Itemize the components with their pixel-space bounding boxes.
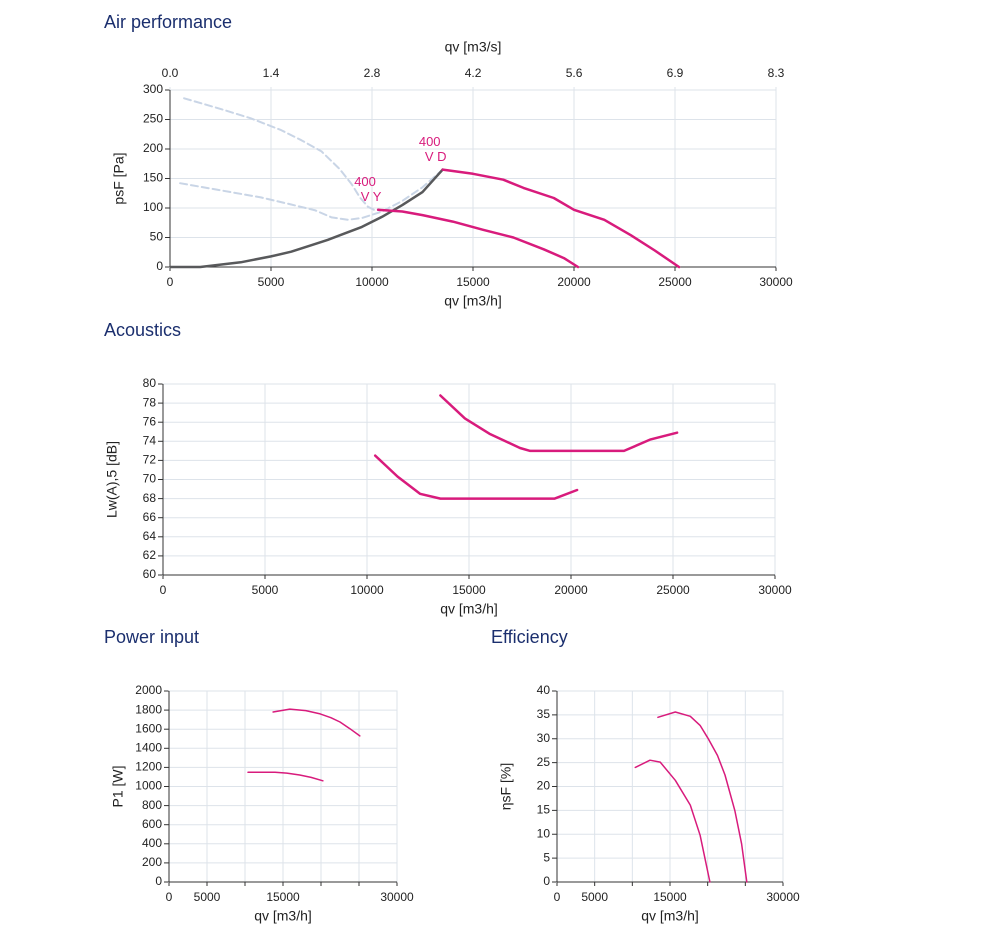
series-line [170,168,444,269]
series-label: V D [425,149,447,164]
y-tick-label: 25 [537,755,551,769]
y-tick-label: 600 [142,817,162,831]
series-line [373,454,579,500]
x-tick-label: 30000 [380,890,414,904]
y-tick-label: 1600 [135,721,162,735]
x-tick-label: 0 [554,890,561,904]
series-label: 400 [354,174,376,189]
series-line [179,168,444,221]
x-tick-label: 30000 [758,583,792,597]
x-tick-label: 5000 [581,890,608,904]
x2-axis-label: qv [m3/s] [445,39,502,55]
y-tick-label: 400 [142,836,162,850]
x-axis-label: qv [m3/h] [254,908,312,924]
y-tick-label: 1000 [135,779,162,793]
y-tick-label: 5 [543,850,550,864]
x-tick-label: 15000 [452,583,486,597]
y-tick-label: 0 [155,874,162,888]
series-line [272,708,361,737]
y-tick-label: 74 [143,433,157,447]
y-tick-label: 200 [142,855,162,869]
y-tick-label: 64 [143,529,157,543]
x-tick-label: 30000 [766,890,800,904]
x-axis-label: qv [m3/h] [440,601,498,617]
y-tick-label: 1200 [135,760,162,774]
x-tick-label: 5000 [252,583,279,597]
y-tick-label: 15 [537,803,551,817]
chart-title: Power input [104,627,199,647]
y-axis-label: P1 [W] [110,765,126,807]
y-tick-label: 200 [143,141,163,155]
chart-title: Acoustics [104,320,181,340]
x2-tick-label: 6.9 [667,66,684,80]
series-line [441,168,681,269]
x2-tick-label: 4.2 [465,66,482,80]
x-tick-label: 0 [167,275,174,289]
series-line [247,771,324,782]
y-tick-label: 30 [537,731,551,745]
y-tick-label: 76 [143,414,157,428]
x-tick-label: 0 [166,890,173,904]
y-tick-label: 20 [537,779,551,793]
series-line [376,208,580,269]
x-tick-label: 5000 [194,890,221,904]
series-line [183,97,377,212]
y-tick-label: 35 [537,707,551,721]
series-line [439,394,679,453]
x2-tick-label: 1.4 [263,66,280,80]
x-tick-label: 20000 [554,583,588,597]
series-line [634,759,711,883]
y-tick-label: 70 [143,472,157,486]
y-tick-label: 0 [156,259,163,273]
x-tick-label: 15000 [266,890,300,904]
x-tick-label: 0 [160,583,167,597]
y-tick-label: 1800 [135,702,162,716]
x-tick-label: 5000 [258,275,285,289]
y-tick-label: 50 [150,230,164,244]
y-tick-label: 800 [142,798,162,812]
y-tick-label: 100 [143,200,163,214]
x-tick-label: 10000 [355,275,389,289]
x-tick-label: 25000 [656,583,690,597]
x2-tick-label: 0.0 [162,66,179,80]
x-tick-label: 10000 [350,583,384,597]
x-tick-label: 15000 [653,890,687,904]
y-tick-label: 250 [143,112,163,126]
y-tick-label: 10 [537,826,551,840]
y-tick-label: 60 [143,567,157,581]
chart-title: Air performance [104,12,232,32]
y-tick-label: 62 [143,548,157,562]
y-tick-label: 78 [143,395,157,409]
y-axis-label: Lw(A),5 [dB] [104,441,120,518]
y-tick-label: 300 [143,82,163,96]
y-axis-label: psF [Pa] [111,152,127,204]
x-tick-label: 25000 [658,275,692,289]
y-tick-label: 150 [143,171,163,185]
x-tick-label: 15000 [456,275,490,289]
series-line [657,711,748,883]
x-tick-label: 20000 [557,275,591,289]
x-axis-label: qv [m3/h] [444,293,502,309]
y-tick-label: 0 [543,874,550,888]
y-tick-label: 68 [143,491,157,505]
y-tick-label: 40 [537,683,551,697]
series-label: V Y [361,189,382,204]
x2-tick-label: 5.6 [566,66,583,80]
y-tick-label: 2000 [135,683,162,697]
series-label: 400 [419,134,441,149]
chart-title: Efficiency [491,627,568,647]
x2-tick-label: 8.3 [768,66,785,80]
x2-tick-label: 2.8 [364,66,381,80]
y-tick-label: 80 [143,376,157,390]
y-tick-label: 1400 [135,740,162,754]
y-tick-label: 72 [143,453,157,467]
y-tick-label: 66 [143,510,157,524]
y-axis-label: ηsF [%] [498,763,514,810]
x-axis-label: qv [m3/h] [641,908,699,924]
x-tick-label: 30000 [759,275,793,289]
